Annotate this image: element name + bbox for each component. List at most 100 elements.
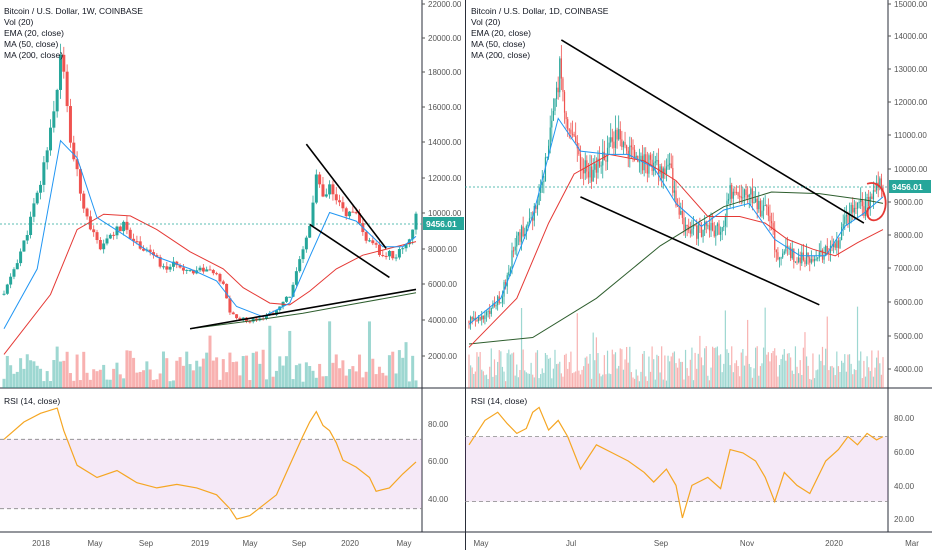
candle-body [790, 247, 792, 259]
volume-bar [700, 357, 703, 388]
candle-body [833, 243, 835, 248]
volume-bar [68, 373, 72, 388]
candle-body [532, 217, 534, 221]
price-tick-label: 4000.00 [428, 316, 457, 325]
candle-body [750, 188, 752, 195]
volume-bar [801, 374, 803, 388]
candle-body [291, 284, 295, 297]
volume-bar [98, 369, 102, 388]
price-tick-label: 6000.00 [894, 298, 923, 307]
volume-bar [557, 363, 559, 388]
volume-bar [879, 363, 881, 388]
volume-bar [205, 352, 209, 388]
volume-bar [391, 351, 395, 388]
candle-body [712, 223, 714, 231]
ma50-line [3, 213, 417, 355]
candle-body [105, 238, 109, 244]
candle-body [729, 184, 731, 199]
volume-bar [591, 378, 593, 388]
candle-body [32, 203, 36, 217]
ema-line [3, 139, 417, 329]
candle-body [235, 314, 239, 319]
volume-bar [761, 363, 763, 388]
candle-body [587, 171, 590, 178]
candle-body [600, 165, 602, 167]
volume-bar [341, 360, 345, 388]
volume-bar [627, 362, 629, 388]
price-tick-label: 11000.00 [894, 131, 927, 140]
candle-body [782, 253, 784, 258]
candle-body [501, 296, 504, 303]
volume-bar [401, 357, 405, 388]
volume-bar [737, 366, 739, 388]
volume-bar [632, 377, 634, 388]
candle-body [358, 213, 362, 224]
volume-bar [662, 379, 664, 388]
volume-bar [338, 368, 342, 388]
volume-bar [358, 354, 362, 388]
candle-body [662, 168, 664, 179]
volume-bar [775, 355, 777, 388]
candle-body [414, 213, 418, 230]
daily-rsi-label: RSI (14, close) [471, 396, 528, 406]
volume-bar [641, 353, 644, 388]
candle-body [708, 225, 711, 231]
volume-bar [22, 368, 26, 388]
candle-body [489, 311, 491, 314]
volume-bar [710, 367, 712, 388]
volume-bar [414, 380, 418, 388]
volume-bar [509, 354, 511, 388]
volume-bar [188, 364, 192, 388]
ma200-line [468, 191, 884, 345]
candle-body [828, 251, 830, 253]
volume-bar [271, 376, 275, 388]
price-tick-label: 8000.00 [428, 245, 457, 254]
candle-body [517, 232, 519, 236]
rsi-band [0, 439, 422, 509]
rsi-line [468, 406, 884, 519]
volume-bar [527, 373, 529, 388]
candle-body [152, 252, 156, 256]
candle-body [485, 311, 488, 316]
candle-body [331, 184, 335, 195]
weekly-chart-panel[interactable]: 22000.00 20000.00 18000.00 16000.00 14000.00… [0, 0, 465, 550]
volume-bar [191, 370, 195, 388]
volume-bar [567, 368, 569, 388]
candle-body [844, 216, 846, 224]
volume-bar [729, 365, 731, 388]
daily-chart-panel[interactable]: 15000.00 14000.00 13000.00 12000.00 11000.00… [465, 0, 932, 550]
candle-body [304, 237, 308, 250]
volume-bar [551, 378, 553, 388]
candle-body [384, 255, 388, 257]
candle-body [710, 223, 712, 231]
candle-body [19, 251, 23, 264]
candle-body [594, 163, 596, 170]
candle-body [579, 154, 582, 170]
candle-body [734, 191, 736, 193]
volume-bar [374, 374, 378, 388]
volume-bar [848, 354, 851, 388]
candle-body [634, 149, 636, 158]
candle-body [707, 225, 709, 227]
candle-body [858, 202, 860, 204]
candle-body [735, 192, 738, 194]
volume-bar [118, 374, 122, 388]
candle-body [737, 192, 739, 196]
volume-bar [52, 360, 56, 388]
candle-body [567, 119, 569, 130]
candle-body [351, 211, 355, 213]
candle-body [756, 198, 758, 210]
volume-bar [707, 375, 709, 388]
candle-body [568, 129, 570, 131]
candle-body [519, 232, 521, 242]
candle-body [311, 202, 315, 226]
volume-bar [634, 378, 636, 388]
price-tick-label: 7000.00 [894, 264, 923, 273]
candle-body [473, 317, 475, 320]
volume-bar [665, 380, 668, 388]
volume-bar [228, 352, 232, 388]
volume-bar [785, 360, 787, 388]
candle-body [584, 160, 586, 174]
volume-bar [764, 307, 766, 388]
volume-bar [155, 379, 159, 388]
